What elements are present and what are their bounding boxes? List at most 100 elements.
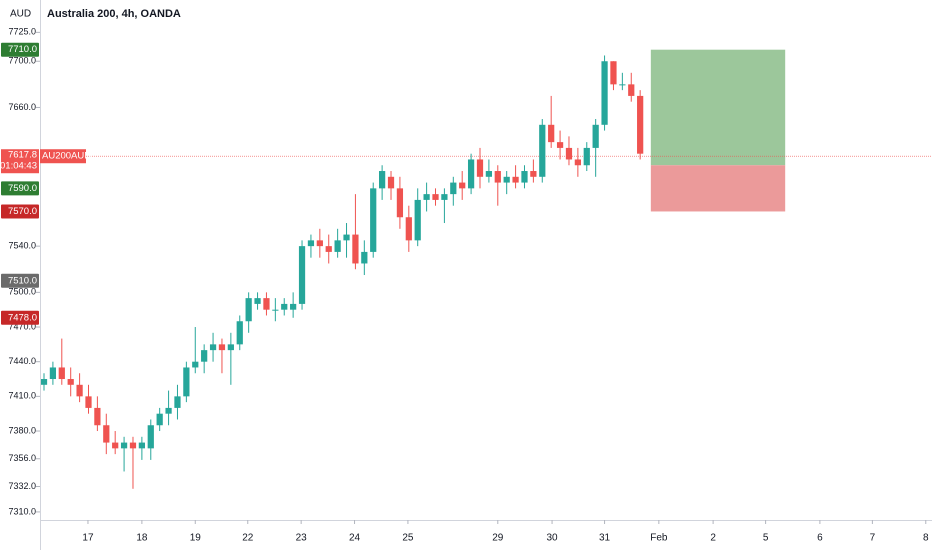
symbol-label: AU200AUD	[42, 151, 91, 162]
candle-body	[174, 396, 181, 408]
price-label-box	[1, 273, 39, 288]
price-label: 7570.0	[8, 206, 37, 217]
candle-body	[67, 379, 74, 385]
price-label-box	[1, 204, 39, 219]
x-tick-label: 18	[136, 533, 148, 544]
candle-body	[565, 147, 573, 160]
x-tick-label: 19	[190, 533, 202, 544]
candle-body	[112, 442, 119, 449]
candle-body	[485, 171, 493, 177]
candle-body	[539, 124, 546, 177]
y-tick-label: 7440.0	[8, 356, 36, 366]
candle-body	[316, 240, 323, 247]
candle-body	[556, 142, 564, 148]
x-tick-label: 23	[296, 533, 308, 544]
candle-body	[396, 188, 404, 218]
candle-body	[601, 61, 608, 125]
candle-body	[165, 407, 172, 414]
candle-body	[227, 344, 234, 351]
price-label: 7478.0	[8, 312, 37, 323]
x-tick-label: 8	[923, 533, 929, 544]
currency: AUD	[10, 9, 31, 20]
y-tick-label: 7700.0	[8, 56, 36, 66]
candle-body	[361, 251, 368, 264]
candle-body	[467, 159, 475, 189]
x-tick-label: 17	[82, 533, 94, 544]
x-tick-label: 29	[492, 533, 504, 544]
candle-body	[352, 234, 359, 264]
symbol-box	[40, 149, 86, 164]
current-price-box	[1, 149, 39, 174]
y-tick-label: 7310.0	[8, 506, 36, 516]
candle-body	[325, 246, 332, 252]
candle-body	[423, 194, 430, 200]
candle-body	[370, 188, 377, 252]
candle-body	[512, 176, 519, 183]
candle-body	[574, 159, 581, 166]
candle-body	[85, 396, 92, 408]
candle-body	[254, 298, 261, 304]
candle-body	[450, 182, 457, 195]
candle-body	[147, 425, 154, 449]
candle-body	[192, 361, 199, 368]
candle-body	[459, 182, 466, 189]
candle-body	[610, 61, 617, 85]
x-tick-label: 30	[547, 533, 559, 544]
candle-body	[236, 321, 243, 345]
y-tick-label: 7660.0	[8, 102, 36, 112]
candle-body	[138, 442, 145, 449]
candle-body	[476, 159, 484, 177]
candle-body	[209, 344, 217, 351]
candle-body	[129, 442, 137, 449]
candle-body	[307, 240, 315, 247]
loss-zone	[650, 165, 786, 212]
price-label-box	[1, 310, 39, 325]
x-tick-label: 6	[817, 533, 823, 544]
candle-body	[521, 171, 528, 183]
candle-body	[218, 344, 226, 351]
candle-body	[503, 176, 510, 183]
candle-body	[441, 194, 448, 200]
plot-area	[40, 49, 932, 489]
candle-body	[156, 413, 163, 426]
x-tick-label: 5	[763, 533, 769, 544]
candle-body	[405, 217, 412, 241]
x-tick-label: 24	[349, 533, 361, 544]
candle-body	[637, 95, 644, 154]
price-label: 7510.0	[8, 275, 37, 286]
x-tick-label: 31	[599, 533, 611, 544]
candle-body	[432, 194, 439, 200]
candle-body	[628, 84, 635, 96]
candle-body	[94, 407, 101, 426]
y-tick-label: 7332.0	[8, 481, 36, 491]
candle-body	[103, 425, 110, 443]
candle-body	[334, 240, 341, 252]
y-tick-label: 7410.0	[8, 391, 36, 401]
candle-body	[494, 171, 501, 183]
candle-body	[414, 199, 421, 241]
y-tick-label: 7380.0	[8, 425, 36, 435]
profit-zone	[650, 49, 786, 166]
candle-body	[272, 309, 279, 311]
axes: AUD Australia 200, 4h, OANDA	[10, 0, 932, 550]
candle-body	[298, 246, 306, 304]
x-tick-label: Feb	[650, 533, 668, 544]
candle-body	[281, 303, 288, 310]
candle-body	[343, 234, 350, 241]
countdown-label: 01:04:43	[0, 161, 37, 172]
candle-body	[120, 442, 128, 449]
price-label-box	[1, 181, 39, 196]
candle-body	[263, 298, 270, 310]
x-tick-label: 2	[710, 533, 716, 544]
y-tick-label: 7500.0	[8, 287, 36, 297]
candle-body	[548, 124, 555, 143]
y-tick-label: 7725.0	[8, 27, 36, 37]
y-tick-label: 7540.0	[8, 241, 36, 251]
candle-body	[592, 124, 599, 148]
candle-body	[76, 384, 83, 397]
price-label-box	[1, 42, 39, 57]
candle-body	[49, 367, 57, 380]
x-tick-label: 25	[402, 533, 414, 544]
y-tick-label: 7356.0	[8, 453, 36, 463]
